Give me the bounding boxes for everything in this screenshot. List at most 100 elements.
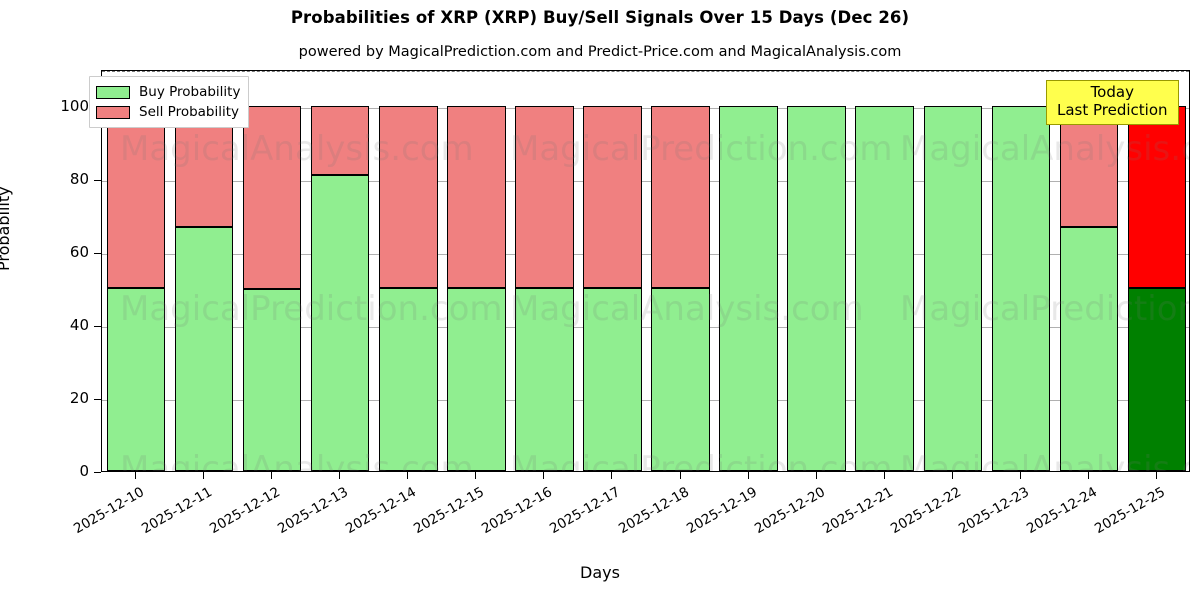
today-annotation-line2: Last Prediction	[1057, 100, 1168, 119]
x-tick-label: 2025-12-22	[887, 484, 964, 538]
x-tick-label: 2025-12-14	[343, 484, 420, 538]
x-tick-label: 2025-12-12	[207, 484, 284, 538]
bar-group[interactable]	[174, 71, 234, 471]
bar-group[interactable]	[1059, 71, 1119, 471]
x-tick-label: 2025-12-24	[1023, 484, 1100, 538]
bar-group[interactable]	[310, 71, 370, 471]
bar-segment-buy[interactable]	[310, 174, 370, 471]
x-tick-label: 2025-12-18	[615, 484, 692, 538]
chart-legend: Buy Probability Sell Probability	[89, 76, 250, 128]
y-tick-label: 0	[79, 462, 89, 480]
legend-label-sell: Sell Probability	[139, 104, 240, 120]
bar-group[interactable]	[991, 71, 1051, 471]
x-tick-label: 2025-12-17	[547, 484, 624, 538]
bar-group[interactable]	[379, 71, 438, 471]
page-title: Probabilities of XRP (XRP) Buy/Sell Sign…	[290, 8, 910, 27]
x-tick-mark	[679, 472, 681, 479]
bars-layer	[102, 71, 1189, 471]
x-tick-mark	[543, 472, 545, 479]
today-annotation: Today Last Prediction	[1046, 80, 1179, 126]
y-tick-mark	[94, 252, 101, 254]
x-tick-mark	[135, 472, 137, 479]
x-axis-label: Days	[580, 563, 620, 582]
bar-segment-sell[interactable]	[379, 105, 438, 289]
bar-segment-buy[interactable]	[379, 288, 438, 471]
gridline	[102, 180, 1189, 182]
bar-segment-buy[interactable]	[1059, 227, 1119, 471]
bar-segment-buy[interactable]	[855, 105, 914, 471]
bar-group[interactable]	[1127, 71, 1187, 471]
x-tick-label: 2025-12-20	[751, 484, 828, 538]
x-tick-mark	[883, 472, 885, 479]
y-tick-label: 20	[69, 388, 89, 407]
legend-swatch-buy	[96, 85, 130, 99]
bar-segment-buy[interactable]	[787, 105, 846, 471]
bar-group[interactable]	[787, 71, 846, 471]
bar-segment-sell[interactable]	[310, 105, 370, 175]
x-tick-label: 2025-12-19	[683, 484, 760, 538]
x-tick-label: 2025-12-13	[275, 484, 352, 538]
bar-group[interactable]	[651, 71, 710, 471]
y-tick-label: 80	[69, 169, 89, 188]
bar-segment-buy[interactable]	[106, 288, 166, 471]
x-tick-mark	[1087, 472, 1089, 479]
bar-group[interactable]	[719, 71, 778, 471]
x-tick-label: 2025-12-15	[411, 484, 488, 538]
y-tick-label: 60	[69, 242, 89, 261]
x-tick-label: 2025-12-11	[139, 484, 216, 538]
legend-item-buy: Buy Probability	[96, 82, 240, 102]
plot-area: MagicalAnalysis.comMagicalPrediction.com…	[101, 70, 1190, 472]
bar-segment-buy[interactable]	[174, 227, 234, 471]
bar-group[interactable]	[583, 71, 642, 471]
bar-segment-buy[interactable]	[447, 288, 506, 471]
today-annotation-line1: Today	[1090, 83, 1134, 101]
y-tick-mark	[94, 325, 101, 327]
legend-label-buy: Buy Probability	[139, 84, 241, 100]
bar-segment-sell[interactable]	[651, 105, 710, 289]
bar-group[interactable]	[106, 71, 166, 471]
y-tick-mark	[94, 472, 101, 473]
y-tick-mark	[94, 179, 101, 181]
bar-segment-buy[interactable]	[991, 105, 1051, 471]
bar-group[interactable]	[923, 71, 983, 471]
bar-segment-buy[interactable]	[515, 288, 574, 471]
bar-segment-buy[interactable]	[923, 105, 983, 471]
y-axis-label: Probability	[0, 186, 13, 271]
x-tick-mark	[951, 472, 953, 479]
x-tick-mark	[339, 472, 341, 479]
x-tick-label: 2025-12-25	[1092, 484, 1168, 538]
x-tick-mark	[611, 472, 613, 479]
bar-segment-sell[interactable]	[583, 105, 642, 289]
legend-swatch-sell	[96, 105, 130, 119]
bar-group[interactable]	[447, 71, 506, 471]
bar-segment-buy[interactable]	[583, 288, 642, 471]
bar-segment-buy[interactable]	[242, 289, 302, 471]
bar-segment-sell[interactable]	[106, 105, 166, 289]
bar-group[interactable]	[855, 71, 914, 471]
y-tick-label: 100	[60, 96, 89, 115]
x-tick-label: 2025-12-21	[819, 484, 896, 538]
x-tick-mark	[747, 472, 749, 479]
x-tick-label: 2025-12-23	[955, 484, 1032, 538]
bar-group[interactable]	[515, 71, 574, 471]
bar-segment-sell[interactable]	[242, 105, 302, 290]
bar-segment-sell[interactable]	[1059, 105, 1119, 228]
legend-item-sell: Sell Probability	[96, 102, 240, 122]
y-tick-label: 40	[69, 315, 89, 334]
threshold-dashed-line	[102, 71, 1189, 72]
bar-segment-sell[interactable]	[515, 105, 574, 289]
bar-segment-buy[interactable]	[651, 288, 710, 471]
x-tick-label: 2025-12-16	[479, 484, 556, 538]
x-tick-mark	[1019, 472, 1021, 479]
y-tick-mark	[94, 398, 101, 400]
bar-segment-buy[interactable]	[1127, 288, 1187, 471]
bar-segment-buy[interactable]	[719, 105, 778, 471]
x-tick-mark	[271, 472, 273, 479]
bar-segment-sell[interactable]	[447, 105, 506, 289]
x-tick-label: 2025-12-10	[71, 484, 148, 538]
bar-segment-sell[interactable]	[1127, 105, 1187, 289]
bar-group[interactable]	[242, 71, 302, 471]
x-tick-mark	[203, 472, 205, 479]
x-tick-mark	[475, 472, 477, 479]
